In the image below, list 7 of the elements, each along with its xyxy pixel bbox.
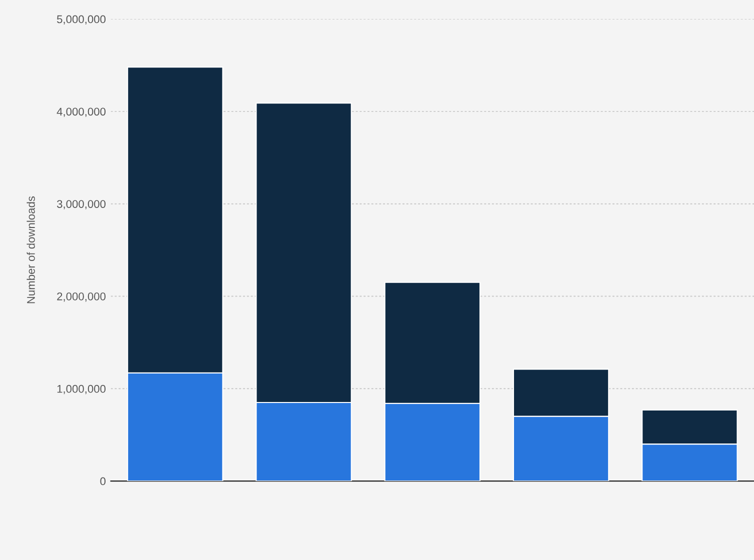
y-tick-label: 3,000,000 (56, 200, 106, 210)
y-tick-label: 5,000,000 (56, 15, 106, 24)
y-axis-title: Number of downloads (26, 196, 35, 304)
y-tick-label: 2,000,000 (57, 292, 106, 302)
y-tick-label: 4,000,000 (56, 108, 106, 117)
y-tick-label: 1,000,000 (57, 384, 106, 394)
y-tick-label: 0 (100, 477, 106, 486)
